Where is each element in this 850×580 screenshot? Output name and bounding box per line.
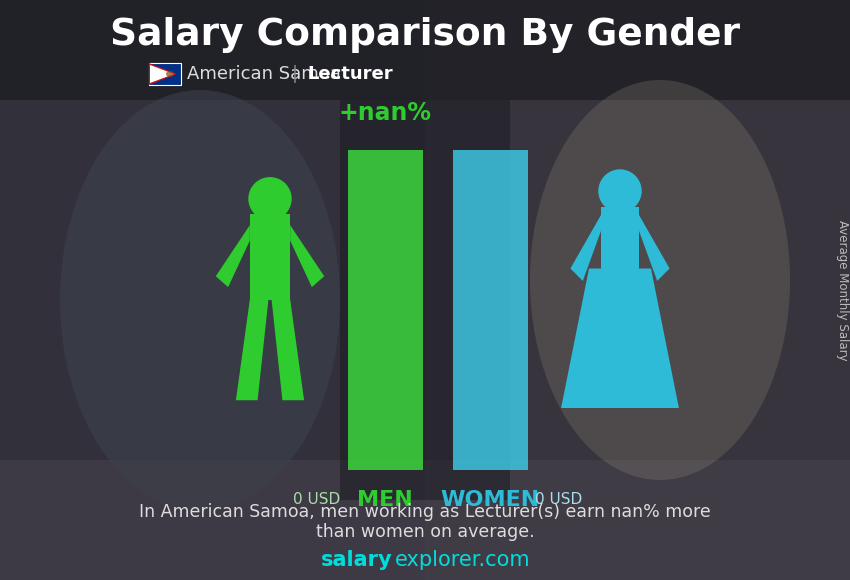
Text: WOMEN: WOMEN	[440, 490, 540, 510]
Bar	[0, 460, 850, 580]
Text: American Samoa: American Samoa	[187, 65, 341, 83]
Bar	[602, 206, 638, 269]
Text: |: |	[292, 65, 298, 83]
Bar	[453, 150, 528, 470]
Text: In American Samoa, men working as Lecturer(s) earn nan% more: In American Samoa, men working as Lectur…	[139, 503, 711, 521]
Polygon shape	[638, 214, 670, 281]
Ellipse shape	[530, 80, 790, 480]
Text: Average Monthly Salary: Average Monthly Salary	[836, 220, 849, 360]
Polygon shape	[570, 214, 602, 281]
Text: 0 USD: 0 USD	[535, 492, 582, 508]
Text: than women on average.: than women on average.	[315, 523, 535, 541]
Bar	[348, 150, 423, 470]
Text: Lecturer: Lecturer	[307, 65, 393, 83]
Polygon shape	[216, 225, 250, 287]
Bar	[340, 100, 510, 500]
Text: 0 USD: 0 USD	[292, 492, 340, 508]
Polygon shape	[561, 269, 679, 408]
Bar	[425, 0, 850, 580]
Polygon shape	[271, 299, 304, 400]
Text: explorer.com: explorer.com	[395, 550, 530, 570]
Text: Salary Comparison By Gender: Salary Comparison By Gender	[110, 17, 740, 53]
Ellipse shape	[60, 90, 340, 510]
Ellipse shape	[166, 71, 174, 77]
Bar	[149, 63, 181, 85]
Text: salary: salary	[321, 550, 393, 570]
Circle shape	[598, 169, 642, 213]
Polygon shape	[149, 63, 177, 85]
Bar	[0, 0, 425, 580]
Bar	[0, 0, 850, 100]
Bar	[250, 214, 290, 299]
Polygon shape	[290, 225, 324, 287]
Polygon shape	[150, 65, 174, 83]
Text: +nan%: +nan%	[338, 101, 432, 125]
Text: MEN: MEN	[357, 490, 413, 510]
Circle shape	[248, 177, 292, 220]
Polygon shape	[236, 299, 269, 400]
